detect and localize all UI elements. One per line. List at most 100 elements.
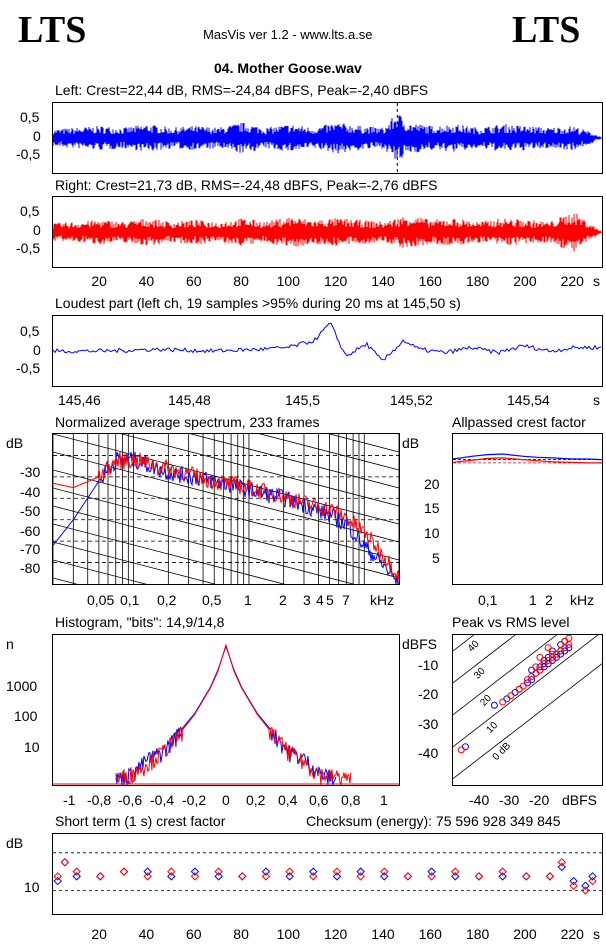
histogram-ytick: 1000 (6, 678, 38, 694)
crest-left-point (522, 872, 531, 881)
crest-left-point (427, 867, 436, 876)
peakrms-xtick: -40 (469, 792, 490, 808)
histogram-xtick: 0,4 (278, 792, 298, 808)
peakrms-right-point (519, 682, 527, 690)
loudest-ytick: 0 (33, 342, 41, 358)
histogram-xtick: 0 (222, 792, 230, 808)
right-ytick: -0,5 (16, 240, 41, 256)
loudest-xunit: s (593, 392, 600, 408)
histogram-ylabel: n (6, 636, 14, 652)
crest-left-point (60, 857, 70, 867)
crest-right-point (427, 872, 436, 881)
crest-right-point (143, 872, 152, 881)
allpass-ytick: 5 (432, 550, 440, 566)
peakrms-left-point (528, 666, 536, 674)
peakrms-crest-line (453, 663, 602, 780)
spectrum-xtick: 0,1 (120, 592, 140, 608)
allpass-xunit: kHz (570, 592, 595, 608)
spectrum-ytick: -60 (20, 523, 41, 539)
histogram-xtick: 0,8 (341, 792, 361, 808)
crest-left-point (285, 872, 294, 881)
allpass-title: Allpassed crest factor (452, 414, 586, 430)
crest-left-point (557, 862, 567, 872)
time-xunit: s (593, 926, 600, 942)
file-name: 04. Mother Goose.wav (214, 60, 362, 76)
time-xtick: 40 (138, 926, 155, 942)
time-xtick: 140 (371, 926, 395, 942)
crest-right-point (119, 867, 129, 876)
crest-right-point (588, 876, 597, 886)
loudest-title: Loudest part (left ch, 19 samples >95% d… (55, 295, 461, 311)
time-xtick: 180 (465, 273, 490, 289)
lts-logo-right: LTS (512, 9, 581, 51)
peakrms-right-point (561, 637, 569, 645)
allpass-ylabel: dB (402, 435, 420, 451)
crest-right-point (545, 872, 555, 881)
time-xtick: 60 (185, 926, 202, 942)
crest-ytick: 10 (24, 879, 40, 895)
spectrum-slope-line (53, 487, 399, 579)
time-xtick: 100 (276, 273, 300, 289)
crest-left-point (545, 872, 555, 881)
peakrms-left-point (565, 644, 573, 652)
allpass-ytick: 10 (424, 525, 440, 541)
spectrum-ytick: -50 (20, 503, 41, 519)
loudest-trace (53, 322, 602, 361)
spectrum-xtick: 0,05 (87, 592, 115, 608)
crest-left-point (356, 867, 365, 876)
crest-left-point (96, 872, 105, 881)
left-ytick: 0 (33, 128, 41, 144)
peakrms-ytick: -20 (418, 686, 439, 702)
peakrms-left-point (490, 701, 498, 709)
spectrum-right-line (53, 451, 399, 582)
peakrms-right-point (499, 698, 507, 706)
crest-left-point (143, 867, 152, 876)
left-channel-title: Left: Crest=22,44 dB, RMS=-24,84 dBFS, P… (55, 82, 429, 98)
time-xtick: 60 (185, 273, 202, 289)
crest-right-point (557, 857, 567, 867)
crest-right-point (569, 881, 578, 891)
spectrum-xtick: 7 (342, 592, 350, 608)
peakrms-line-label: 40 (466, 638, 482, 654)
peakrms-ylabel: dBFS (402, 636, 438, 652)
time-xtick: 160 (418, 273, 442, 289)
peakrms-right-point (540, 660, 548, 668)
histogram-xtick: 0,6 (309, 792, 329, 808)
loudest-xtick: 145,52 (390, 392, 433, 408)
crest-right-point (285, 867, 294, 876)
spectrum-slope-line (189, 434, 399, 489)
spectrum-xtick: 4 (316, 592, 324, 608)
spectrum-xtick: 2 (279, 592, 287, 608)
peakrms-left-point (461, 743, 469, 751)
time-xtick: 200 (513, 273, 537, 289)
histogram-xtick: -0,8 (87, 792, 112, 808)
time-xtick: 100 (276, 926, 300, 942)
crest-right-point (451, 867, 460, 876)
time-xtick: 220 (560, 926, 584, 942)
time-xtick: 40 (138, 273, 155, 289)
peakrms-xunit: dBFS (562, 792, 598, 808)
spectrum-plot (52, 433, 400, 585)
spectrum-xunit: kHz (370, 592, 395, 608)
loudest-xtick: 145,48 (168, 392, 211, 408)
loudest-waveform (52, 315, 603, 387)
crest-left-point (474, 872, 484, 881)
spectrum-slope-line (53, 451, 399, 543)
crest-right-point (261, 872, 271, 881)
time-xunit: s (593, 273, 600, 289)
crest-left-point (498, 872, 507, 881)
peakrms-right-point (515, 685, 523, 693)
spectrum-ytick: -70 (20, 541, 41, 557)
peakrms-left-point (557, 641, 565, 649)
allpass-ytick: 15 (424, 500, 440, 516)
allpass-xtick: 2 (545, 592, 553, 608)
time-xtick: 220 (560, 273, 584, 289)
app-version: MasVis ver 1.2 - www.lts.a.se (203, 27, 373, 42)
crest-plot (52, 833, 603, 915)
allpass-ytick: 20 (424, 476, 440, 492)
checksum: Checksum (energy): 75 596 928 349 845 (306, 813, 561, 829)
peakrms-ytick: -40 (418, 745, 439, 761)
histogram-ytick: 100 (14, 708, 38, 724)
peakrms-title: Peak vs RMS level (452, 614, 570, 630)
spectrum-xtick: 1 (244, 592, 252, 608)
